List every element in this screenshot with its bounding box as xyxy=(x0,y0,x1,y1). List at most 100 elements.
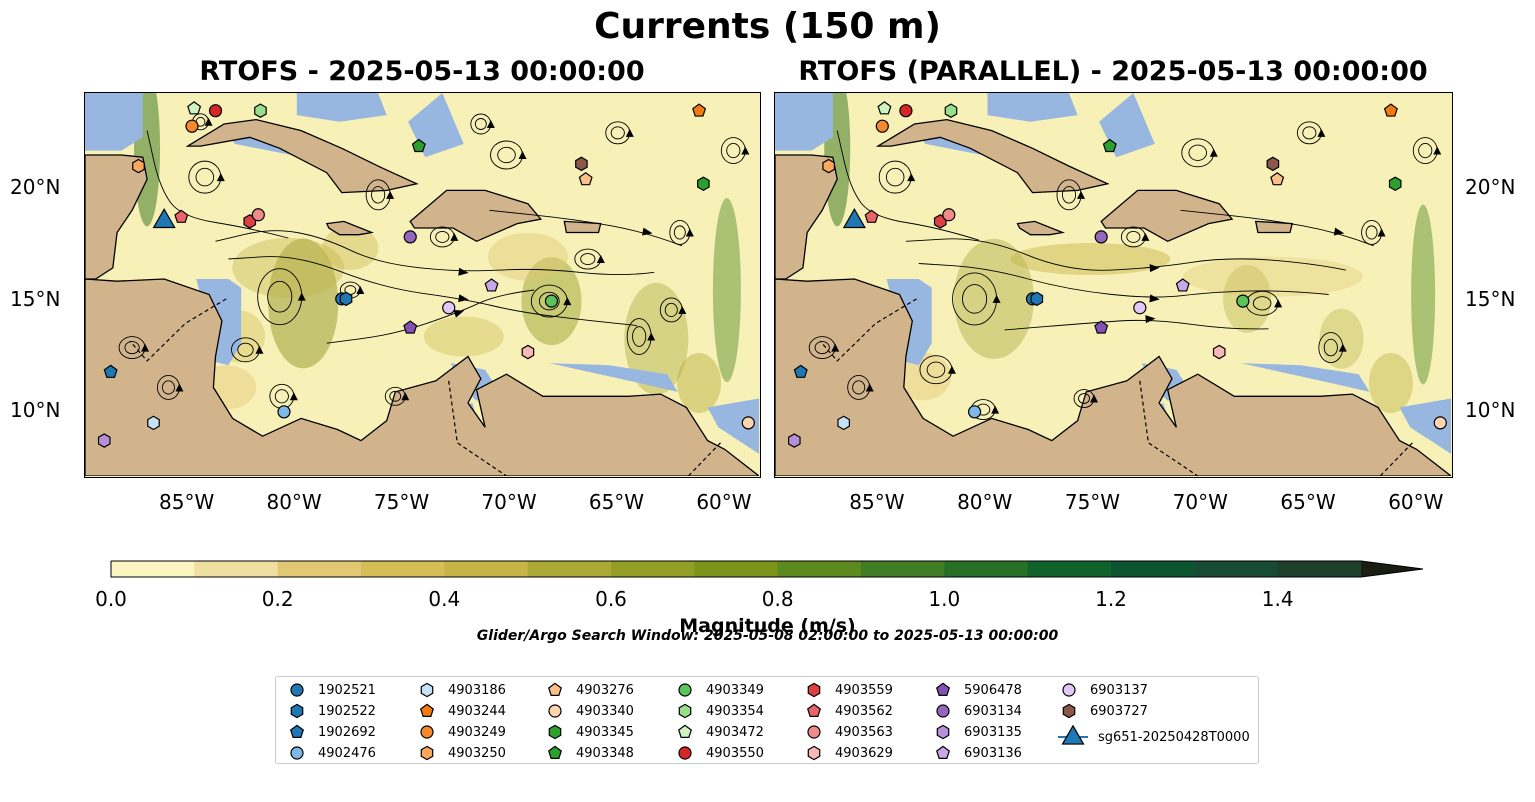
legend-item: 4903563 xyxy=(803,724,893,740)
legend-pentagon-icon xyxy=(548,682,562,696)
legend-label: 4903250 xyxy=(448,745,506,761)
lat-tick-label: 10°N xyxy=(10,398,61,423)
legend-hexagon-icon xyxy=(807,682,821,698)
legend-item: 4903550 xyxy=(674,745,764,761)
marker-4903250 xyxy=(822,158,835,174)
marker-4903276 xyxy=(1270,171,1285,186)
marker-4903249 xyxy=(875,119,889,133)
legend-item: 4903472 xyxy=(674,724,764,740)
marker-6903727 xyxy=(575,156,588,172)
legend-hexagon-icon xyxy=(548,724,562,740)
marker-1902522 xyxy=(339,291,353,307)
legend-pentagon-icon xyxy=(936,745,950,759)
marker-4903354 xyxy=(944,103,958,119)
legend-item: 4903249 xyxy=(416,724,506,740)
legend-item: 4903629 xyxy=(803,745,893,761)
legend-label: 4903276 xyxy=(576,682,634,698)
marker-4903244 xyxy=(1383,103,1398,117)
marker-4903562 xyxy=(864,209,879,223)
marker-6903137 xyxy=(1133,301,1147,315)
marker-6903135 xyxy=(97,433,111,448)
marker-4903550 xyxy=(899,104,913,118)
streamlines xyxy=(808,121,1442,421)
marker-4903562 xyxy=(174,209,189,223)
lat-tick-label: 10°N xyxy=(1465,398,1516,423)
colorbar-segment xyxy=(861,561,945,577)
marker-6903134 xyxy=(403,230,417,244)
colorbar-segment xyxy=(444,561,529,577)
colorbar-tick-label: 0.2 xyxy=(261,587,294,611)
legend-circle-icon xyxy=(678,683,692,697)
legend-hexagon-icon xyxy=(420,745,434,761)
lon-tick-label: 60°W xyxy=(696,490,752,514)
legend-hexagon-icon xyxy=(936,724,950,740)
legend-item: 4903345 xyxy=(544,724,634,740)
map-panel-rtofs-parallel xyxy=(774,92,1453,478)
colorbar-segment xyxy=(361,561,445,577)
marker-5906478 xyxy=(403,320,418,334)
colorbar-segment xyxy=(611,561,695,577)
marker-4903472 xyxy=(187,101,202,115)
legend-item: 4903349 xyxy=(674,682,764,698)
marker-6903134 xyxy=(1094,230,1108,244)
marker-4903354 xyxy=(254,103,267,119)
legend-pentagon-icon xyxy=(420,703,434,717)
marker-6903727 xyxy=(1266,156,1280,172)
legend-circle-icon xyxy=(1062,683,1076,697)
legend-circle-icon xyxy=(548,704,562,718)
marker-6903136 xyxy=(1175,278,1190,292)
colorbar-label: Magnitude (m/s) xyxy=(679,615,856,637)
marker-sg651-20250428T0000 xyxy=(152,208,176,229)
legend-label: 4903244 xyxy=(448,703,506,719)
colorbar-segment xyxy=(277,561,362,577)
marker-4903472 xyxy=(877,101,892,115)
legend-label: 4903186 xyxy=(448,682,506,698)
legend-item: 1902692 xyxy=(286,724,376,740)
legend-item: 6903727 xyxy=(1058,703,1148,719)
lon-tick-label: 85°W xyxy=(159,490,215,514)
colorbar-tick-label: 1.0 xyxy=(928,587,961,611)
legend-label: 4903629 xyxy=(835,745,893,761)
legend-label: 4903563 xyxy=(835,724,893,740)
colorbar-segment xyxy=(1194,561,1279,577)
colorbar-tick-label: 0.8 xyxy=(761,587,794,611)
lon-tick-label: 80°W xyxy=(957,490,1013,514)
legend-label: 4903354 xyxy=(706,703,764,719)
marker-6903136 xyxy=(484,278,499,292)
marker-sg651-20250428T0000 xyxy=(842,208,866,229)
legend-hexagon-icon xyxy=(290,703,304,719)
marker-4903348 xyxy=(411,138,426,153)
legend-label: 4903348 xyxy=(576,745,634,761)
land xyxy=(85,118,759,476)
marker-5906478 xyxy=(1094,320,1109,334)
float-markers xyxy=(787,101,1447,448)
legend-item: 4903562 xyxy=(803,703,893,719)
legend-circle-icon xyxy=(936,704,950,718)
lon-tick-label: 60°W xyxy=(1388,490,1444,514)
colorbar-segment xyxy=(1111,561,1195,577)
legend-item: 4903276 xyxy=(544,682,634,698)
colorbar-segment xyxy=(944,561,1029,577)
legend-label: 6903135 xyxy=(964,724,1022,740)
colorbar-segment xyxy=(1277,561,1362,577)
legend-item: 6903136 xyxy=(932,745,1022,761)
lat-tick-label: 20°N xyxy=(10,174,61,199)
marker-6903135 xyxy=(787,433,801,448)
colorbar-tick-label: 1.2 xyxy=(1095,587,1127,611)
legend-label: 4903472 xyxy=(706,724,764,740)
colorbar-segment xyxy=(527,561,612,577)
legend-label: 6903727 xyxy=(1090,703,1148,719)
lon-tick-label: 75°W xyxy=(1064,490,1121,514)
marker-4903563 xyxy=(942,208,956,222)
colorbar-tick-label: 1.4 xyxy=(1261,587,1294,611)
legend-label: 1902692 xyxy=(318,724,376,740)
marker-4903186 xyxy=(147,415,160,431)
legend-pentagon-icon xyxy=(678,724,692,738)
marker-1902692 xyxy=(103,364,118,378)
marker-6903137 xyxy=(442,301,456,315)
legend-item: 4903354 xyxy=(674,703,764,719)
colorbar-extend-arrow xyxy=(1361,561,1423,577)
marker-4903186 xyxy=(837,415,850,431)
legend-circle-icon xyxy=(420,725,434,739)
legend-item: sg651-20250428T0000 xyxy=(1058,724,1250,750)
